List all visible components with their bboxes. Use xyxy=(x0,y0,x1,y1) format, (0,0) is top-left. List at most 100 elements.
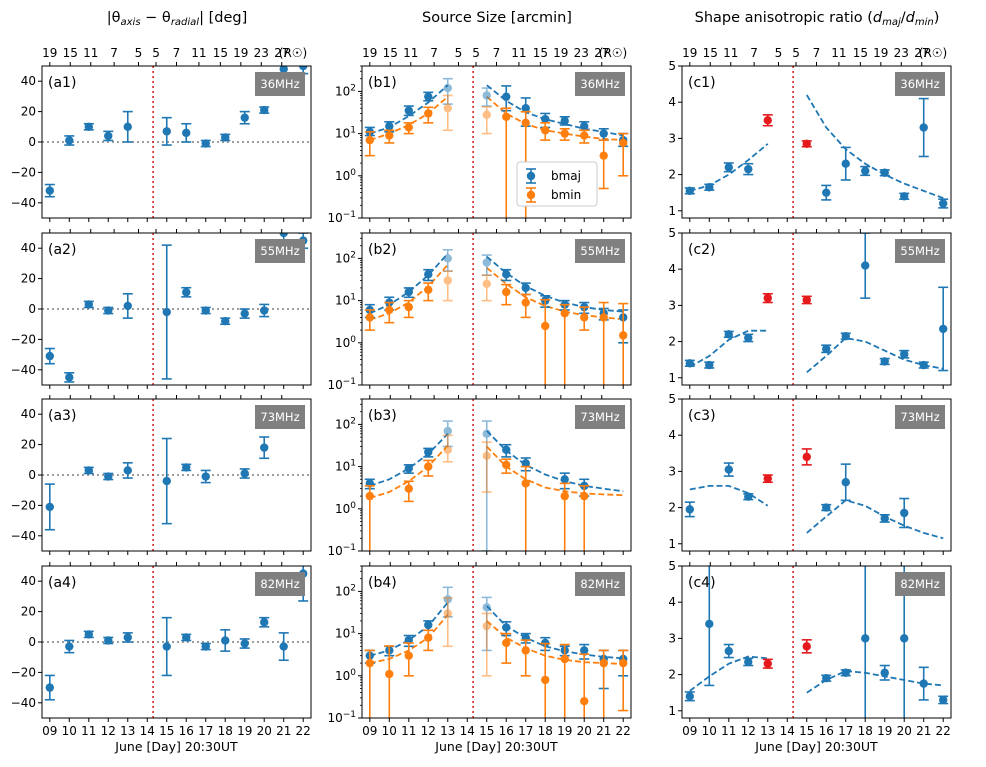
plot-area xyxy=(42,66,311,218)
errorbar-angle xyxy=(161,616,172,677)
errorbar-angle xyxy=(220,316,231,326)
y-tick-exponent: 1 xyxy=(350,126,356,136)
data-point-bmaj xyxy=(424,447,433,457)
errorbar-ratio xyxy=(860,233,871,299)
frequency-badge-label: 73MHz xyxy=(260,410,299,424)
errorbar-ratio xyxy=(860,165,871,177)
errorbar-angle xyxy=(44,483,55,531)
y-tick-label: 100 xyxy=(335,335,356,350)
data-point-angle xyxy=(162,476,171,486)
data-point-bmin xyxy=(502,638,511,648)
data-point-bmaj xyxy=(502,270,511,279)
errorbar-bmin xyxy=(403,480,414,503)
data-point-bmin xyxy=(385,669,394,679)
errorbar-ratio-red xyxy=(762,292,773,304)
errorbar-ratio xyxy=(743,657,754,667)
y-tick-exponent: −1 xyxy=(343,377,356,387)
errorbar-bmin xyxy=(364,649,375,718)
data-point-ratio xyxy=(724,465,733,474)
errorbar-angle xyxy=(83,122,94,131)
data-point-bmaj xyxy=(502,623,511,632)
x-tick-label: 18 xyxy=(858,724,873,738)
fit-curve-bmin xyxy=(369,264,449,321)
data-point-angle xyxy=(279,66,288,74)
errorbar-angle xyxy=(161,244,172,380)
errorbar-angle xyxy=(83,466,94,475)
rs-tick-label: 5 xyxy=(472,46,480,60)
y-tick-exponent: −1 xyxy=(343,710,356,720)
errorbar-bmin xyxy=(384,129,395,144)
errorbar-angle xyxy=(181,286,192,298)
data-point-bmin xyxy=(560,654,569,664)
rs-tick-label: 15 xyxy=(213,46,228,60)
errorbar-ratio-red xyxy=(801,639,812,654)
data-point-ratio xyxy=(841,331,850,341)
data-point-ratio-red xyxy=(802,452,811,462)
data-point-angle xyxy=(104,306,113,315)
y-tick-label: −20 xyxy=(11,165,36,179)
y-tick-label: 101 xyxy=(335,459,356,474)
data-point-bmin xyxy=(502,112,511,122)
errorbar-ratio xyxy=(840,331,851,341)
data-point-bmin xyxy=(482,279,491,289)
legend-marker xyxy=(526,190,536,200)
y-tick-label: 102 xyxy=(335,250,356,265)
rs-tick-label: 11 xyxy=(511,46,526,60)
rs-tick-label: 11 xyxy=(83,46,98,60)
data-point-ratio xyxy=(900,634,909,643)
errorbar-bmaj xyxy=(423,268,434,282)
errorbar-angle xyxy=(44,347,55,365)
data-point-ratio xyxy=(880,514,889,523)
data-point-ratio xyxy=(685,505,694,514)
data-point-bmin xyxy=(443,445,452,455)
legend: bmaj bmin xyxy=(516,161,598,207)
errorbar-angle xyxy=(239,468,250,479)
x-tick-label: 22 xyxy=(936,724,951,738)
rs-tick-label: 7 xyxy=(173,46,181,60)
x-tick-label: 09 xyxy=(362,724,377,738)
y-tick-label: 5 xyxy=(668,59,676,73)
panel-label: (c4) xyxy=(688,575,716,591)
errorbar-angle xyxy=(181,463,192,472)
data-point-bmin xyxy=(443,276,452,285)
data-point-bmaj xyxy=(521,459,530,468)
fit-curve-ratio xyxy=(806,499,944,540)
data-point-bmaj xyxy=(580,646,589,655)
errorbar-bmaj xyxy=(481,254,492,276)
rs-unit-label: (R☉) xyxy=(919,46,947,60)
rs-tick-label: 23 xyxy=(574,46,589,60)
errorbar-angle xyxy=(259,436,270,460)
x-tick-label: 13 xyxy=(760,724,775,738)
data-point-ratio xyxy=(841,668,850,677)
x-tick-label: 21 xyxy=(916,724,931,738)
data-point-ratio xyxy=(880,357,889,366)
rs-tick-label: 5 xyxy=(135,46,143,60)
errorbar-bmin xyxy=(384,301,395,324)
errorbar-angle xyxy=(122,462,133,479)
data-point-ratio xyxy=(861,166,870,176)
data-point-angle xyxy=(123,633,132,642)
errorbar-ratio xyxy=(840,146,851,181)
x-tick-label: 09 xyxy=(42,724,57,738)
data-point-bmin xyxy=(521,298,530,307)
x-tick-label: 12 xyxy=(741,724,756,738)
y-tick-label: 4 xyxy=(668,595,676,609)
rs-tick-label: 27 xyxy=(594,46,609,60)
errorbar-bmin xyxy=(384,645,395,718)
errorbar-bmin xyxy=(559,482,570,551)
errorbar-bmaj xyxy=(423,447,434,458)
data-point-bmin xyxy=(521,118,530,128)
data-point-ratio xyxy=(900,350,909,359)
frequency-badge xyxy=(895,239,945,263)
errorbar-angle xyxy=(259,303,270,318)
y-tick-label: 102 xyxy=(335,583,356,598)
x-tick-label: 20 xyxy=(897,724,912,738)
y-tick-label: 100 xyxy=(335,168,356,183)
data-point-angle xyxy=(123,301,132,311)
data-point-bmaj xyxy=(560,475,569,484)
errorbar-bmin xyxy=(501,283,512,306)
y-tick-exponent: 0 xyxy=(350,335,356,345)
x-tick-label: 09 xyxy=(682,724,697,738)
